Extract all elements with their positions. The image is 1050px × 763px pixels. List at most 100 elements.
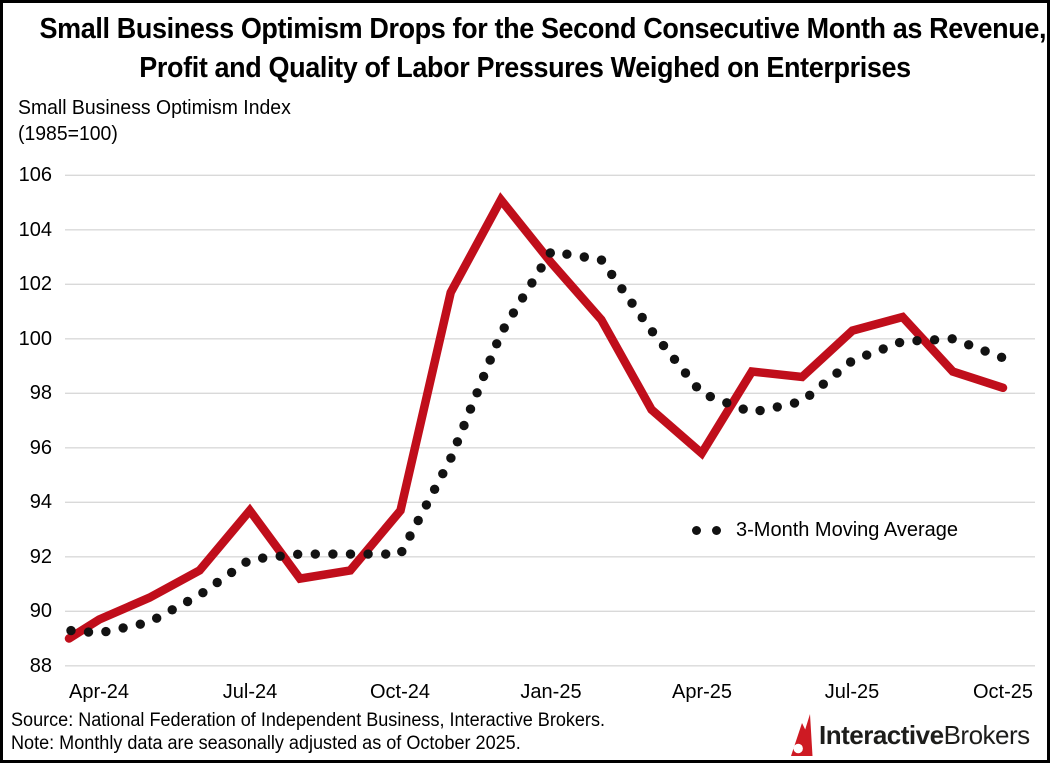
- legend-dot-icon: [692, 525, 701, 535]
- moving-average-dot: [182, 596, 193, 607]
- moving-average-dot: [472, 388, 482, 398]
- footnotes: Source: National Federation of Independe…: [11, 709, 636, 755]
- moving-average-dot: [545, 248, 555, 258]
- moving-average-dot: [226, 567, 237, 578]
- moving-average-dot: [996, 352, 1007, 362]
- y-axis-title: Small Business Optimism Index (1985=100): [18, 95, 299, 147]
- moving-average-dot: [805, 390, 815, 400]
- moving-average-dot: [912, 336, 922, 346]
- moving-average-dot: [413, 515, 423, 526]
- moving-average-dot: [738, 404, 748, 414]
- x-tick-label: Jul-24: [222, 681, 278, 703]
- moving-average-dot: [275, 551, 285, 561]
- moving-average-dot: [429, 484, 440, 494]
- moving-average-dot: [381, 549, 391, 559]
- logo-text-brokers: Brokers: [943, 720, 1031, 750]
- moving-average-dot: [658, 340, 669, 351]
- moving-average-dot: [789, 398, 800, 408]
- chart-title: Small Business Optimism Drops for the Se…: [3, 10, 1047, 88]
- plot-area: [64, 174, 1035, 667]
- moving-average-dot: [465, 404, 476, 414]
- x-tick-label: Apr-25: [671, 681, 733, 703]
- moving-average-dot: [328, 549, 338, 559]
- moving-average-dot: [579, 252, 589, 262]
- x-tick-label: Oct-25: [972, 681, 1034, 703]
- moving-average-dot: [167, 605, 177, 615]
- moving-average-dot: [405, 531, 415, 541]
- moving-average-dot: [485, 355, 495, 365]
- legend-dot-icon: [712, 525, 721, 535]
- moving-average-dot: [135, 619, 145, 629]
- moving-average-dot: [452, 437, 463, 447]
- y-tick-label: 100: [18, 328, 52, 350]
- moving-average-dot: [755, 405, 765, 416]
- moving-average-dot: [345, 549, 356, 559]
- moving-average-dot: [947, 334, 957, 344]
- moving-average-dot: [152, 613, 162, 623]
- moving-average-dot: [492, 339, 502, 349]
- moving-average-dot: [101, 626, 111, 637]
- moving-average-dot: [83, 627, 94, 637]
- x-tick-label: Apr-24: [68, 681, 130, 703]
- y-tick-label: 92: [29, 546, 52, 568]
- moving-average-dot: [637, 312, 647, 323]
- optimism-index-line: [64, 192, 1008, 643]
- logo-text-interactive: Interactive: [819, 720, 944, 750]
- moving-average-dot: [438, 469, 448, 479]
- moving-average-dot: [363, 549, 373, 559]
- y-tick-label: 98: [29, 382, 52, 404]
- y-tick-label: 104: [18, 219, 52, 241]
- moving-average-dot: [212, 577, 222, 588]
- y-tick-label: 106: [18, 164, 52, 186]
- logo-text: InteractiveBrokers: [819, 715, 1030, 756]
- moving-average-dot: [596, 255, 607, 265]
- moving-average-dot: [722, 398, 732, 408]
- moving-average-dot: [680, 368, 691, 378]
- x-tick-label: Jul-25: [824, 681, 880, 703]
- y-tick-label: 90: [29, 600, 52, 622]
- chart-title-line1: Small Business Optimism Drops for the Se…: [39, 13, 1047, 45]
- moving-average-dot: [508, 308, 519, 318]
- moving-average-dot: [517, 293, 528, 303]
- moving-average-dot: [310, 549, 320, 559]
- moving-average-dot: [258, 553, 268, 563]
- y-axis-title-line1: Small Business Optimism Index: [18, 97, 291, 119]
- ibkr-flame-icon: [791, 714, 813, 756]
- moving-average-dot: [845, 357, 856, 367]
- legend: 3-Month Moving Average: [692, 519, 958, 541]
- source-text: Source: National Federation of Independe…: [11, 710, 605, 731]
- moving-average-dot: [617, 284, 627, 294]
- moving-average-dot: [832, 368, 842, 378]
- x-tick-label: Oct-24: [369, 681, 431, 703]
- moving-average-dot: [421, 500, 432, 510]
- moving-average-dot: [980, 346, 990, 356]
- moving-average-dot: [536, 263, 546, 273]
- moving-average-dot: [446, 453, 456, 463]
- moving-average-dot: [499, 323, 509, 333]
- moving-average-dot: [669, 354, 680, 364]
- moving-average-dot: [397, 546, 407, 557]
- y-axis-title-line2: (1985=100): [18, 123, 118, 145]
- moving-average-dot: [818, 379, 828, 389]
- y-tick-label: 102: [18, 273, 52, 295]
- x-tick-label: Jan-25: [520, 681, 582, 703]
- moving-average-dot: [478, 371, 489, 382]
- moving-average-dot: [772, 402, 782, 412]
- moving-average-dot: [241, 557, 251, 567]
- moving-average-dot: [647, 327, 658, 337]
- moving-average-dot: [607, 269, 617, 280]
- interactive-brokers-logo: InteractiveBrokers: [789, 714, 1030, 756]
- y-tick-label: 88: [29, 655, 52, 677]
- y-tick-label: 94: [29, 491, 52, 513]
- moving-average-dot: [964, 340, 974, 350]
- y-tick-label: 96: [29, 437, 52, 459]
- legend-label: 3-Month Moving Average: [736, 518, 958, 541]
- moving-average-dot: [929, 335, 940, 345]
- moving-average-dot: [459, 420, 469, 431]
- moving-average-dot: [627, 298, 637, 308]
- moving-average-dot: [66, 625, 76, 636]
- moving-average-dot: [705, 391, 715, 402]
- note-text: Note: Monthly data are seasonally adjust…: [11, 733, 521, 754]
- moving-average-dot: [527, 278, 537, 288]
